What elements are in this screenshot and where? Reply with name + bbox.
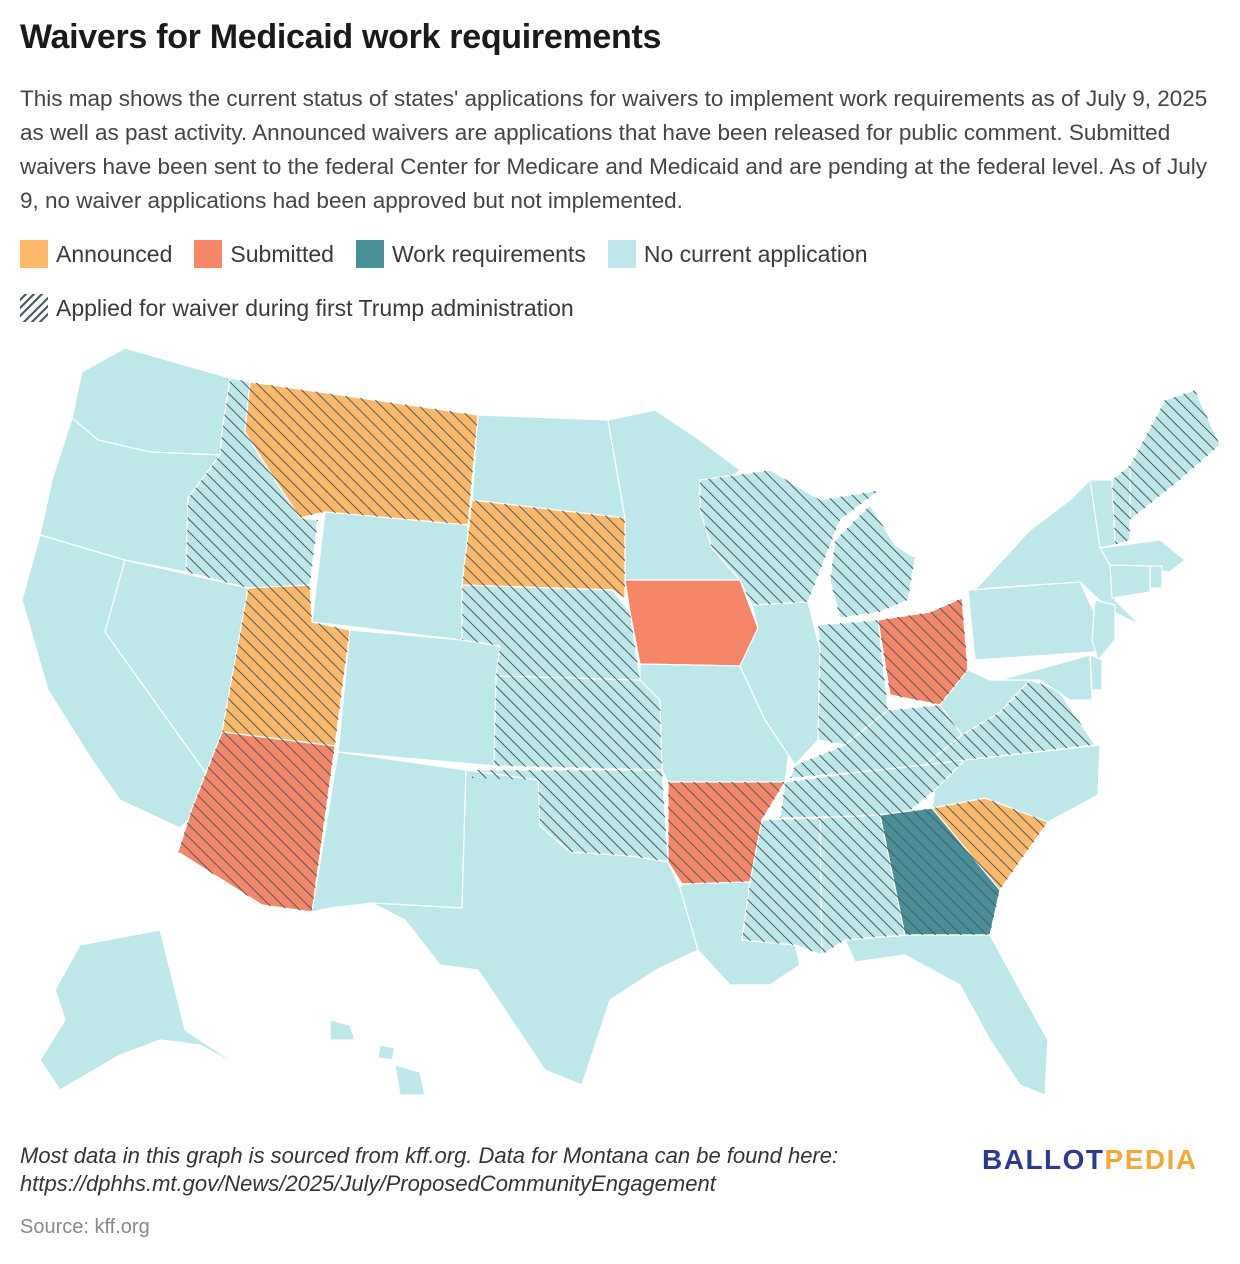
us-map-svg	[21, 347, 1221, 1096]
footnote: Most data in this graph is sourced from …	[20, 1143, 839, 1196]
legend: Announced Submitted Work requirements No…	[20, 240, 890, 268]
logo-part-1: BALLOT	[982, 1144, 1105, 1175]
state-nm[interactable]	[311, 751, 467, 913]
map-description: This map shows the current status of sta…	[20, 86, 1208, 213]
state-vt[interactable]	[1089, 479, 1116, 549]
state-ma[interactable]	[1099, 539, 1186, 573]
legend-label-hatch: Applied for waiver during first Trump ad…	[56, 294, 574, 321]
state-nj[interactable]	[1091, 599, 1116, 661]
state-fl[interactable]	[844, 934, 1049, 1096]
legend-label-submitted: Submitted	[230, 240, 334, 267]
source-note: Source: kff.org	[20, 1216, 150, 1238]
state-co[interactable]	[337, 629, 501, 767]
map-title: Waivers for Medicaid work requirements	[20, 18, 662, 56]
ballotpedia-logo: BALLOTPEDIA	[982, 1144, 1198, 1176]
legend-label-none: No current application	[643, 240, 868, 267]
state-wy[interactable]	[311, 511, 469, 641]
us-map	[0, 335, 1240, 1110]
logo-part-2: PEDIA	[1104, 1144, 1198, 1175]
legend-item-submitted: Submitted	[194, 240, 334, 268]
state-ak[interactable]	[39, 929, 256, 1091]
legend-swatch-submitted	[194, 240, 223, 268]
state-me[interactable]	[1129, 389, 1221, 521]
state-mi[interactable]	[829, 504, 916, 619]
legend-label-work: Work requirements	[391, 240, 586, 267]
legend-swatch-announced	[20, 240, 48, 268]
legend-hatch: Applied for waiver during first Trump ad…	[20, 294, 596, 322]
state-hi[interactable]	[329, 1019, 426, 1096]
legend-swatch-work	[355, 240, 384, 268]
legend-item-hatch: Applied for waiver during first Trump ad…	[20, 294, 574, 322]
state-ks[interactable]	[493, 675, 663, 771]
legend-item-announced: Announced	[20, 240, 172, 268]
state-pa[interactable]	[967, 581, 1101, 661]
legend-label-announced: Announced	[56, 240, 173, 267]
legend-item-work: Work requirements	[355, 240, 586, 268]
state-ct[interactable]	[1109, 564, 1151, 599]
legend-swatch-hatch	[20, 294, 48, 322]
legend-item-none: No current application	[607, 240, 868, 268]
state-ia[interactable]	[624, 579, 759, 667]
legend-swatch-none	[607, 240, 636, 268]
state-sd[interactable]	[461, 499, 626, 599]
state-ri[interactable]	[1149, 565, 1163, 589]
